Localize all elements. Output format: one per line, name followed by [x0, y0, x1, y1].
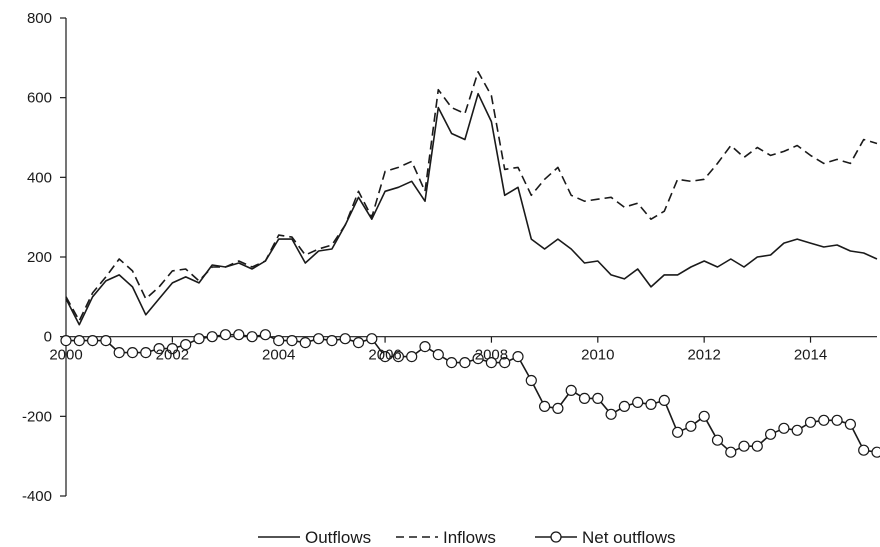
data-point-net-outflows	[592, 392, 604, 404]
data-point-net-outflows	[645, 398, 657, 410]
data-point-net-outflows	[286, 335, 298, 347]
data-point-net-outflows	[86, 335, 99, 347]
data-point-net-outflows	[100, 335, 112, 347]
data-point-net-outflows	[485, 357, 497, 369]
x-tick-label: 2006	[368, 347, 401, 364]
data-point-net-outflows	[60, 335, 72, 347]
data-point-net-outflows	[180, 339, 192, 351]
y-tick-label: 800	[27, 10, 52, 27]
legend-marker-net-outflows	[550, 531, 562, 543]
data-point-net-outflows	[671, 426, 684, 438]
data-point-net-outflows	[538, 400, 551, 412]
x-tick-label: 2012	[687, 347, 720, 364]
y-tick-label: 600	[27, 90, 52, 107]
data-point-net-outflows	[751, 440, 763, 452]
x-axis-ticks: 2000 2002 2004 2006 2008 2010 2012 2014	[49, 347, 827, 364]
series-layer	[60, 71, 880, 458]
data-point-net-outflows	[764, 428, 777, 440]
data-point-net-outflows	[711, 434, 724, 446]
data-point-net-outflows	[632, 396, 644, 408]
legend-label-inflows: Inflows	[443, 528, 496, 547]
y-tick-label: 400	[27, 169, 52, 186]
axes	[60, 17, 877, 497]
data-point-net-outflows	[658, 394, 670, 406]
data-point-net-outflows	[831, 414, 843, 426]
data-point-net-outflows	[472, 353, 484, 365]
y-tick-label: 0	[44, 329, 52, 346]
data-point-net-outflows	[791, 424, 803, 436]
x-tick-label: 2004	[262, 347, 295, 364]
data-point-net-outflows	[206, 331, 218, 343]
data-point-net-outflows	[113, 347, 125, 359]
data-point-net-outflows	[326, 335, 338, 347]
data-point-net-outflows	[778, 422, 790, 434]
y-tick-label: -200	[22, 408, 52, 425]
legend-item-inflows: Inflows	[396, 528, 496, 547]
data-point-net-outflows	[219, 329, 232, 341]
legend-label-net-outflows: Net outflows	[582, 528, 676, 547]
data-point-net-outflows	[512, 351, 524, 363]
data-point-net-outflows	[193, 333, 205, 345]
data-point-net-outflows	[499, 357, 511, 369]
data-point-net-outflows	[871, 446, 880, 458]
series-line-inflows	[65, 71, 878, 322]
data-point-net-outflows	[339, 333, 351, 345]
data-point-net-outflows	[233, 329, 245, 341]
data-point-net-outflows	[392, 351, 404, 363]
data-point-net-outflows	[352, 337, 365, 349]
x-tick-label: 2008	[475, 347, 508, 364]
legend-label-outflows: Outflows	[305, 528, 371, 547]
y-tick-label: 200	[27, 249, 52, 266]
data-point-net-outflows	[166, 343, 178, 355]
x-tick-label: 2002	[156, 347, 189, 364]
data-point-net-outflows	[140, 347, 152, 359]
x-tick-label: 2000	[49, 347, 82, 364]
data-point-net-outflows	[844, 418, 857, 430]
data-point-net-outflows	[379, 351, 391, 363]
data-point-net-outflows	[552, 402, 564, 414]
data-point-net-outflows	[818, 414, 830, 426]
legend-item-outflows: Outflows	[258, 528, 371, 547]
data-point-net-outflows	[858, 444, 870, 456]
data-point-net-outflows	[605, 408, 617, 420]
x-tick-label: 2010	[581, 347, 614, 364]
y-tick-label: -400	[22, 488, 52, 505]
data-point-net-outflows	[725, 446, 737, 458]
data-point-net-outflows	[459, 357, 471, 369]
y-axis-ticks: 800 600 400 200 0 -200 -400	[22, 10, 52, 505]
data-point-net-outflows	[446, 357, 458, 369]
data-point-net-outflows	[299, 337, 311, 349]
data-point-net-outflows	[419, 341, 431, 353]
data-point-net-outflows	[73, 335, 85, 347]
data-point-net-outflows	[366, 333, 378, 345]
data-point-net-outflows	[565, 384, 577, 396]
data-point-net-outflows	[698, 410, 710, 422]
data-point-net-outflows	[126, 347, 139, 359]
data-point-net-outflows	[525, 374, 537, 387]
data-point-net-outflows	[259, 329, 271, 341]
data-point-net-outflows	[153, 343, 165, 355]
legend: Outflows Inflows Net outflows	[258, 528, 676, 547]
data-point-net-outflows	[246, 331, 258, 343]
legend-item-net-outflows: Net outflows	[535, 528, 676, 547]
data-point-net-outflows	[432, 349, 444, 361]
data-point-net-outflows	[685, 420, 697, 432]
data-point-net-outflows	[738, 440, 750, 452]
x-tick-label: 2014	[794, 347, 827, 364]
data-point-net-outflows	[804, 416, 817, 428]
data-point-net-outflows	[618, 400, 631, 412]
data-point-net-outflows	[273, 335, 285, 347]
data-point-net-outflows	[578, 392, 591, 404]
data-point-net-outflows	[406, 351, 418, 363]
series-line-outflows	[65, 92, 878, 326]
data-point-net-outflows	[313, 333, 325, 345]
